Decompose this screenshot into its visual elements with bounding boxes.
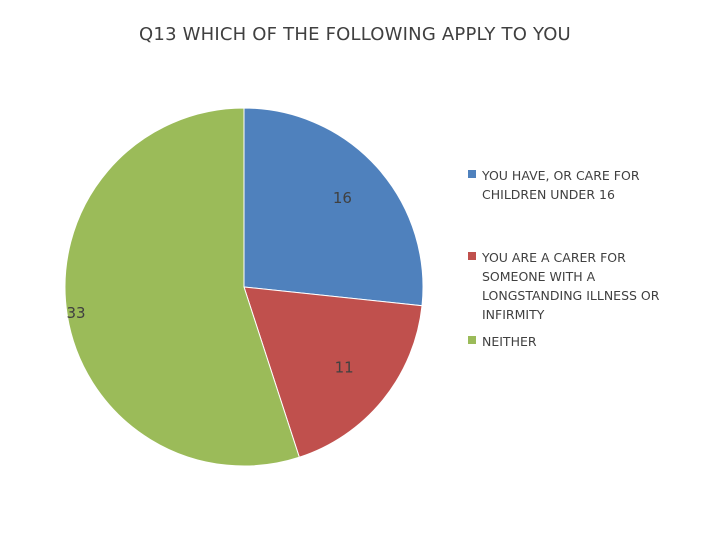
data-label-carer: 11 <box>335 359 354 377</box>
legend-swatch-carer <box>468 252 476 260</box>
legend-label-line: SOMEONE WITH A <box>482 269 596 284</box>
legend-label-line: INFIRMITY <box>482 307 545 322</box>
data-label-neither: 33 <box>66 304 85 322</box>
legend-swatch-neither <box>468 336 476 344</box>
legend-item-carer: YOU ARE A CARER FOR SOMEONE WITH A LONGS… <box>468 248 659 324</box>
legend-item-neither: NEITHER <box>468 332 537 351</box>
data-label-children: 16 <box>333 189 352 207</box>
legend-label-line: NEITHER <box>482 334 537 349</box>
legend-label-line: LONGSTANDING ILLNESS OR <box>482 288 660 303</box>
pie-slice-neither <box>64 107 300 467</box>
chart-title: Q13 WHICH OF THE FOLLOWING APPLY TO YOU <box>139 24 571 45</box>
legend-swatch-children <box>468 170 476 178</box>
pie-slice-children <box>243 107 424 307</box>
legend-label-line: YOU HAVE, OR CARE FOR <box>482 168 640 183</box>
legend-label-line: YOU ARE A CARER FOR <box>482 250 626 265</box>
legend-label-line: CHILDREN UNDER 16 <box>482 187 615 202</box>
pie-slice-carer <box>243 286 423 458</box>
legend-item-children: YOU HAVE, OR CARE FOR CHILDREN UNDER 16 <box>468 166 640 204</box>
